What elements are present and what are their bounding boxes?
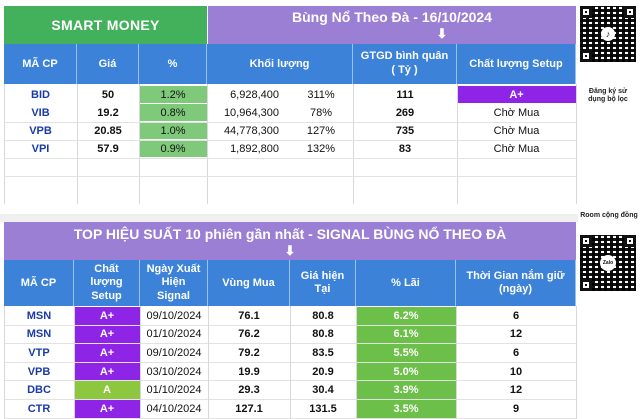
buy-zone-cell: 19.9 <box>238 365 260 378</box>
gtgd-cell: 269 <box>395 106 415 119</box>
price-cell: 20.85 <box>94 124 122 137</box>
setup-cell: Chờ Mua <box>493 124 540 137</box>
signal-date-cell: 01/10/2024 <box>146 328 202 341</box>
setup-cell: A+ <box>74 344 140 362</box>
setup-cell: Chờ Mua <box>493 106 540 119</box>
bung-no-banner: Bùng Nổ Theo Đà - 16/10/2024 ⬇ <box>208 6 576 44</box>
buy-zone-cell: 29.3 <box>238 384 260 397</box>
ticker-cell: VPI <box>31 142 50 155</box>
community-room-note: Room cộng đồng <box>580 212 638 219</box>
volume-cell: 10,964,300 <box>223 106 279 119</box>
ticker-cell: VTP <box>28 346 50 359</box>
ticker-cell: VPB <box>29 124 52 137</box>
down-arrow-icon-bottom: ⬇ <box>284 243 296 258</box>
gtgd-cell: 111 <box>396 88 414 101</box>
volume-cell: 44,778,300 <box>223 124 279 137</box>
buy-zone-cell: 76.1 <box>238 309 260 322</box>
pct-change-cell: 0.8% <box>139 104 207 121</box>
gtgd-cell: 735 <box>395 124 415 137</box>
header-vung-mua: Vùng Mua <box>208 260 290 306</box>
current-price-cell: 30.4 <box>312 384 334 397</box>
signal-date-cell: 04/10/2024 <box>146 402 202 415</box>
volume-pct-cell: 132% <box>306 142 336 155</box>
header-gtgd: GTGD bình quân ( Tỷ ) <box>353 44 457 84</box>
buy-zone-cell: 76.2 <box>238 328 260 341</box>
profit-cell: 3.5% <box>356 400 456 418</box>
header-gia-hien-tai: Giá hiện Tại <box>290 260 356 306</box>
pct-change-cell: 1.2% <box>139 86 207 103</box>
top-performance-title: TOP HIỆU SUẤT 10 phiên gần nhất - SIGNAL… <box>73 226 507 242</box>
header-signal-date: Ngày Xuất Hiện Signal <box>140 260 208 306</box>
qr-code-bottom: Zalo <box>580 235 636 291</box>
profit-cell: 5.0% <box>356 362 456 381</box>
register-filter-note: Đăng ký sử dụng bộ lọc <box>588 88 628 104</box>
current-price-cell: 80.8 <box>312 328 334 341</box>
current-price-cell: 80.8 <box>312 309 334 322</box>
header-pct-lai: % Lãi <box>356 260 456 306</box>
current-price-cell: 20.9 <box>312 365 334 378</box>
holding-days-cell: 6 <box>512 346 520 359</box>
signal-date-cell: 09/10/2024 <box>146 346 202 359</box>
signal-date-cell: 09/10/2024 <box>146 309 202 322</box>
holding-days-cell: 9 <box>512 402 520 415</box>
setup-cell: A+ <box>74 400 140 418</box>
signal-date-cell: 01/10/2024 <box>146 384 202 397</box>
holding-days-cell: 12 <box>509 384 523 397</box>
setup-cell: A+ <box>74 362 140 381</box>
smart-money-title: SMART MONEY <box>4 6 207 44</box>
ticker-cell: MSN <box>26 309 52 322</box>
buy-zone-cell: 127.1 <box>235 402 263 415</box>
ticker-cell: MSN <box>26 328 52 341</box>
header-pct: % <box>139 44 207 84</box>
header-ma-cp-bottom: MÃ CP <box>4 260 74 306</box>
tiktok-icon: ♪ <box>601 27 615 41</box>
profit-cell: 3.9% <box>356 381 456 399</box>
ticker-cell: VIB <box>31 106 50 119</box>
holding-days-cell: 12 <box>509 328 523 341</box>
price-cell: 19.2 <box>97 106 119 119</box>
current-price-cell: 83.5 <box>312 346 334 359</box>
price-cell: 57.9 <box>97 142 119 155</box>
volume-cell: 1,892,800 <box>230 142 279 155</box>
setup-cell: A <box>74 381 140 399</box>
header-setup-bottom: Chất lượng Setup <box>74 260 140 306</box>
buy-zone-cell: 79.2 <box>238 346 260 359</box>
holding-days-cell: 6 <box>512 309 520 322</box>
profit-cell: 6.2% <box>356 307 456 325</box>
price-cell: 50 <box>101 88 115 101</box>
header-thoi-gian: Thời Gian nắm giữ (ngày) <box>456 260 576 306</box>
setup-cell: A+ <box>74 325 140 344</box>
holding-days-cell: 10 <box>509 365 523 378</box>
ticker-cell: VPB <box>27 365 51 378</box>
setup-cell: A+ <box>74 307 140 325</box>
top-performance-banner: TOP HIỆU SUẤT 10 phiên gần nhất - SIGNAL… <box>4 222 576 260</box>
zalo-icon: Zalo <box>600 255 616 271</box>
pct-change-cell: 0.9% <box>139 140 207 157</box>
gtgd-cell: 83 <box>398 142 412 155</box>
ticker-cell: DBC <box>27 384 51 397</box>
volume-pct-cell: 127% <box>306 124 336 137</box>
volume-pct-cell: 78% <box>309 106 333 119</box>
header-chat-luong-setup: Chất lượng Setup <box>457 44 576 84</box>
ticker-cell: CTR <box>27 402 51 415</box>
setup-cell: Chờ Mua <box>493 142 540 155</box>
signal-date-cell: 03/10/2024 <box>146 365 202 378</box>
profit-cell: 5.5% <box>356 344 456 362</box>
volume-cell: 6,928,400 <box>230 88 279 101</box>
profit-cell: 6.1% <box>356 325 456 344</box>
setup-cell: A+ <box>457 86 576 103</box>
ticker-cell: BID <box>31 88 50 101</box>
volume-pct-cell: 311% <box>307 88 335 101</box>
header-gia: Giá <box>77 44 139 84</box>
header-ma-cp: MÃ CP <box>4 44 77 84</box>
bung-no-title: Bùng Nổ Theo Đà - 16/10/2024 <box>292 9 492 25</box>
down-arrow-icon: ⬇ <box>436 26 448 41</box>
pct-change-cell: 1.0% <box>139 122 207 139</box>
current-price-cell: 131.5 <box>309 402 337 415</box>
header-khoi-luong: Khối lượng <box>207 44 353 84</box>
qr-code-top: ♪ <box>580 6 636 62</box>
